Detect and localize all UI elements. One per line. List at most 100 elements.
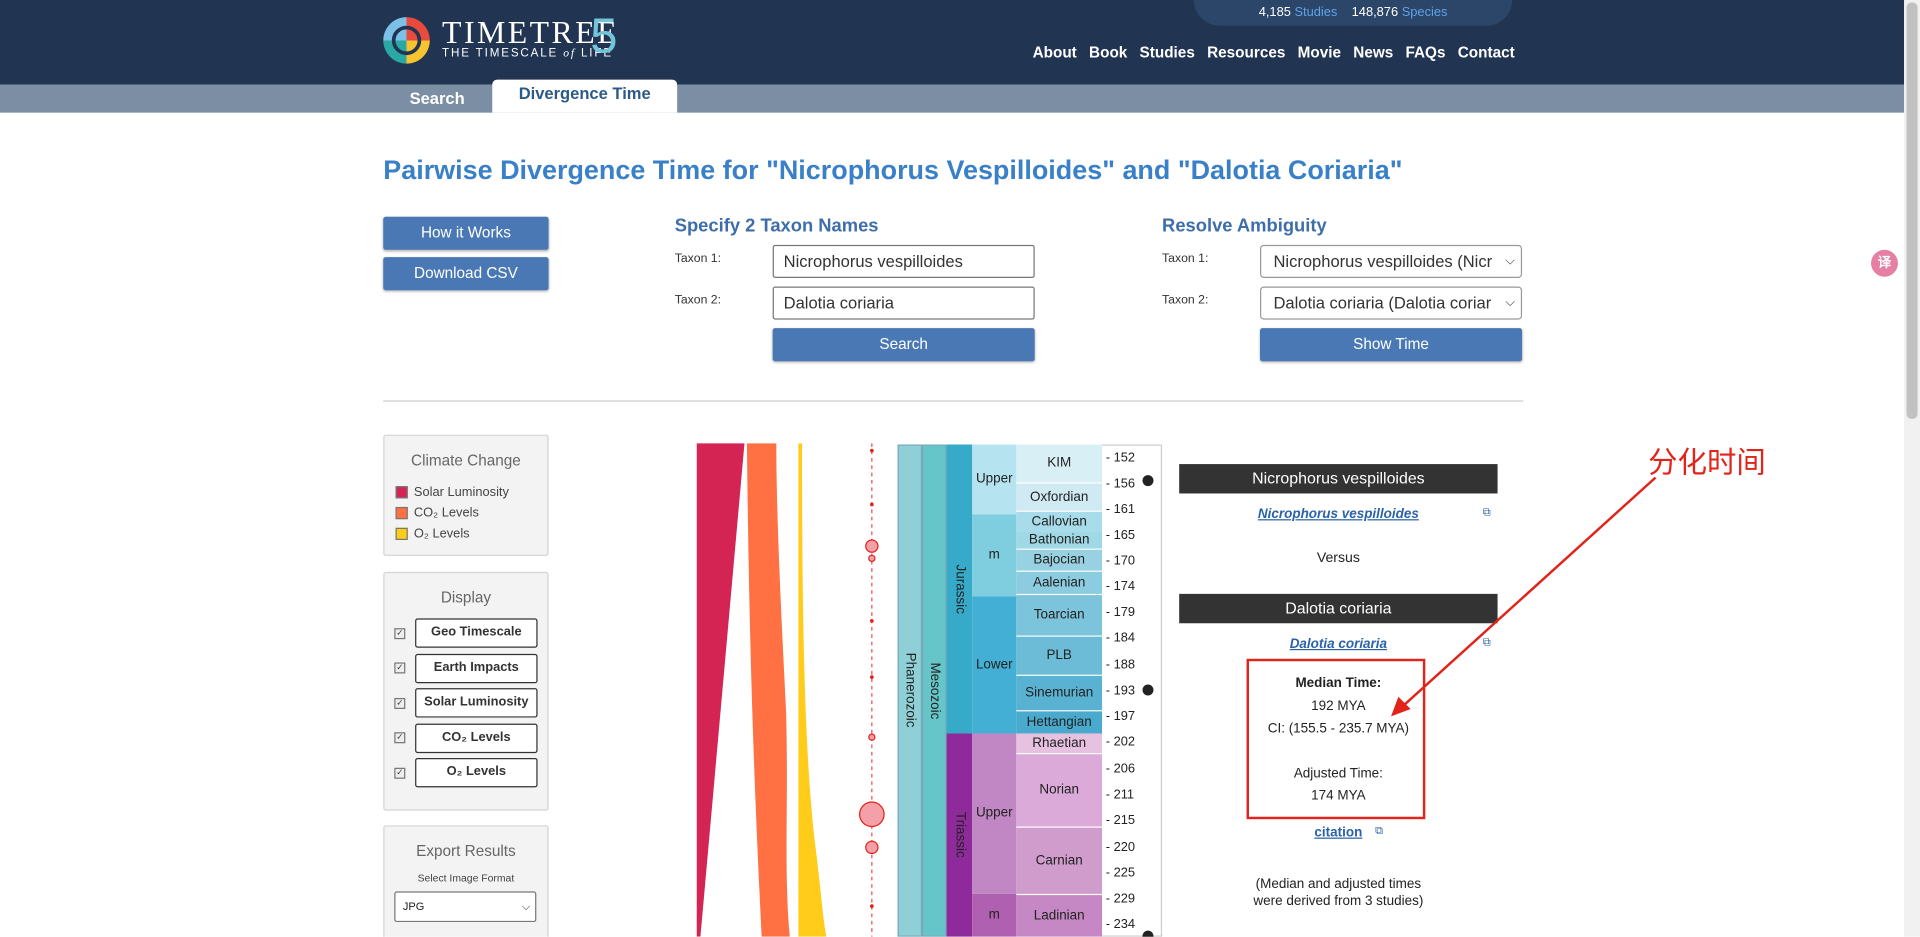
timetree-logo-icon[interactable] (383, 17, 430, 64)
site-header (0, 0, 1905, 85)
annotation-arrow (1391, 476, 1657, 717)
adjusted-time-label: Adjusted Time: (1293, 766, 1383, 782)
specify-title: Specify 2 Taxon Names (674, 215, 879, 237)
median-time-value: 192 MYA (1311, 699, 1366, 714)
epoch-upper-triassic: Upper (972, 733, 1017, 894)
show-time-button[interactable]: Show Time (1260, 328, 1523, 362)
co2-levels-button[interactable]: CO₂ Levels (415, 723, 538, 753)
legend-solar: Solar Luminosity (395, 481, 548, 502)
solar-luminosity-checkbox[interactable]: ✓ (394, 697, 406, 709)
resolve-taxon2-label: Taxon 2: (1162, 293, 1209, 308)
display-title: Display (440, 588, 492, 607)
brand-version: 5 (590, 9, 618, 64)
stage-ladinian: Ladinian (1016, 895, 1103, 937)
stage-sinemurian: Sinemurian (1016, 675, 1103, 712)
tab-search[interactable]: Search (409, 89, 465, 108)
external-link-icon[interactable]: ⧉ (1482, 635, 1491, 648)
export-format-select[interactable]: JPG ⌵ (394, 891, 537, 923)
impact-marker (865, 840, 879, 855)
impact-marker (870, 448, 874, 453)
stage-oxfordian: Oxfordian (1016, 483, 1103, 512)
display-panel: Display ✓ Geo Timescale ✓ Earth Impacts ✓ S… (383, 571, 549, 811)
resolve-taxon2-select[interactable]: Dalotia coriaria (Dalotia coriar ⌵ (1260, 286, 1523, 320)
nav-about[interactable]: About (1032, 44, 1077, 62)
citation-link[interactable]: citation (1314, 825, 1363, 841)
brand-name[interactable]: TIMETREE (442, 14, 620, 51)
how-it-works-button[interactable]: How it Works (383, 216, 549, 250)
export-format-label: Select Image Format (417, 871, 515, 885)
taxon1-link[interactable]: Nicrophorus vespilloides (1257, 506, 1419, 522)
earth-impacts-button[interactable]: Earth Impacts (415, 653, 538, 683)
nav-book[interactable]: Book (1089, 44, 1128, 62)
age-tick: - 215 (1105, 813, 1136, 828)
times-note: (Median and adjusted times were derived f… (1253, 876, 1424, 909)
age-tick: - 184 (1105, 630, 1136, 646)
impact-marker (870, 904, 874, 908)
earth-impacts-checkbox[interactable]: ✓ (394, 662, 406, 674)
age-tick: - 225 (1105, 865, 1136, 881)
stage-carnian: Carnian (1016, 827, 1103, 896)
age-tick: - 188 (1105, 657, 1136, 673)
stage-bajocian: Bajocian (1016, 549, 1103, 572)
taxon1-input[interactable]: Nicrophorus vespilloides (772, 244, 1035, 278)
resolve-title: Resolve Ambiguity (1162, 215, 1327, 237)
taxon1-header: Nicrophorus vespilloides (1179, 464, 1498, 494)
nav-studies[interactable]: Studies (1139, 44, 1195, 62)
solar-luminosity-button[interactable]: Solar Luminosity (415, 688, 538, 718)
age-tick: - 170 (1105, 553, 1136, 569)
nav-news[interactable]: News (1353, 44, 1394, 62)
age-tick: - 229 (1105, 891, 1136, 907)
main-nav: About Book Studies Resources Movie News … (1033, 44, 1515, 61)
o2-levels-curve (798, 443, 827, 937)
translate-icon[interactable]: 译 (1871, 249, 1898, 277)
impact-marker (868, 733, 876, 741)
nav-movie[interactable]: Movie (1297, 44, 1342, 62)
external-link-icon[interactable]: ⧉ (1375, 824, 1383, 837)
age-tick: - 234 (1105, 917, 1136, 932)
climate-curves (696, 443, 827, 937)
annotation-label: 分化时间 (1648, 445, 1766, 481)
impact-marker (870, 502, 874, 507)
epoch-lower-jurassic: Lower (972, 596, 1017, 734)
o2-levels-checkbox[interactable]: ✓ (394, 767, 406, 779)
nav-faqs[interactable]: FAQs (1405, 44, 1446, 62)
age-tick: - 161 (1105, 502, 1136, 517)
swatch-solar (395, 485, 408, 498)
age-tick: - 202 (1105, 734, 1136, 750)
nav-resources[interactable]: Resources (1207, 44, 1286, 62)
swatch-co2 (395, 506, 408, 519)
taxon2-input[interactable]: Dalotia coriaria (772, 286, 1035, 320)
resolve-taxon1-select[interactable]: Nicrophorus vespilloides (Nicr ⌵ (1260, 244, 1523, 278)
stage-toarcian: Toarcian (1016, 595, 1103, 637)
scrollbar-thumb[interactable] (1906, 2, 1918, 419)
export-panel: Export Results Select Image Format JPG ⌵ (383, 825, 549, 937)
age-tick: - 179 (1105, 604, 1136, 620)
tab-divergence-time[interactable]: Divergence Time (492, 79, 678, 113)
scrollbar[interactable] (1904, 0, 1920, 937)
geo-timescale-checkbox[interactable]: ✓ (394, 627, 406, 639)
era-mesozoic: Mesozoic (922, 444, 947, 937)
taxon2-link[interactable]: Dalotia coriaria (1289, 636, 1388, 652)
stage-callovian: Callovian (1016, 511, 1103, 532)
stage-rhaetian: Rhaetian (1016, 733, 1103, 755)
nav-contact[interactable]: Contact (1457, 44, 1515, 62)
taxon2-label: Taxon 2: (674, 293, 722, 308)
external-link-icon[interactable]: ⧉ (1482, 505, 1491, 518)
tab-bar (0, 84, 1905, 113)
age-tick: - 165 (1105, 527, 1136, 543)
period-triassic: Triassic (946, 733, 973, 937)
impact-marker (865, 539, 879, 553)
impact-marker (868, 554, 876, 563)
age-tick: - 220 (1105, 840, 1136, 855)
stage-aalenian: Aalenian (1016, 571, 1103, 596)
search-button[interactable]: Search (772, 328, 1035, 362)
o2-levels-button[interactable]: O₂ Levels (415, 758, 538, 788)
time-marker-dot (1142, 930, 1154, 937)
co2-levels-checkbox[interactable]: ✓ (394, 732, 406, 744)
solar-luminosity-curve (696, 443, 745, 937)
age-tick: - 211 (1105, 787, 1135, 803)
epoch-middle-jurassic: m (972, 514, 1017, 597)
geo-timescale-button[interactable]: Geo Timescale (415, 618, 538, 649)
earth-impacts-track (858, 443, 885, 937)
download-csv-button[interactable]: Download CSV (383, 257, 549, 291)
